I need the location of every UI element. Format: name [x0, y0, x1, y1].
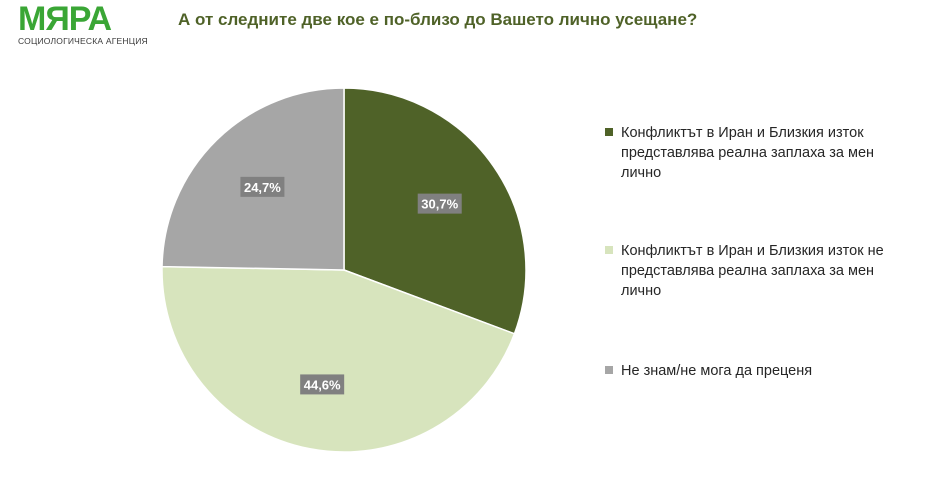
- data-label-box: [300, 374, 345, 395]
- data-label-threat: 30,7%: [417, 193, 462, 214]
- legend-label: Не знам/не мога да преценя: [621, 363, 813, 379]
- data-label-text: 30,7%: [421, 197, 458, 212]
- legend-swatch: [605, 246, 613, 254]
- logo-wordmark: МЯРА: [18, 0, 112, 38]
- data-label-text: 44,6%: [304, 377, 341, 392]
- logo: МЯРА СОЦИОЛОГИЧЕСКА АГЕНЦИЯ: [18, 0, 148, 46]
- legend-label: Конфликтът в Иран и Близкия изток предст…: [621, 125, 875, 181]
- legend-swatch: [605, 366, 613, 374]
- logo-subtitle: СОЦИОЛОГИЧЕСКА АГЕНЦИЯ: [18, 36, 148, 46]
- legend-item-dont-know: Не знам/не мога да преценя: [605, 361, 905, 381]
- data-label-text: 24,7%: [244, 180, 281, 195]
- pie-slice-no-threat: [161, 265, 516, 453]
- data-label-box: [417, 193, 462, 214]
- data-label-box: [240, 176, 285, 197]
- data-label-dont-know: 24,7%: [240, 176, 285, 197]
- chart-title: А от следните две кое е по-близо до Ваше…: [178, 10, 698, 29]
- legend-swatch: [605, 128, 613, 136]
- legend-item-threat: Конфликтът в Иран и Близкия изток предст…: [605, 123, 905, 183]
- legend-label: Конфликтът в Иран и Близкия изток не пре…: [621, 243, 884, 299]
- data-label-no-threat: 44,6%: [300, 374, 345, 395]
- legend-item-no-threat: Конфликтът в Иран и Близкия изток не пре…: [605, 241, 905, 301]
